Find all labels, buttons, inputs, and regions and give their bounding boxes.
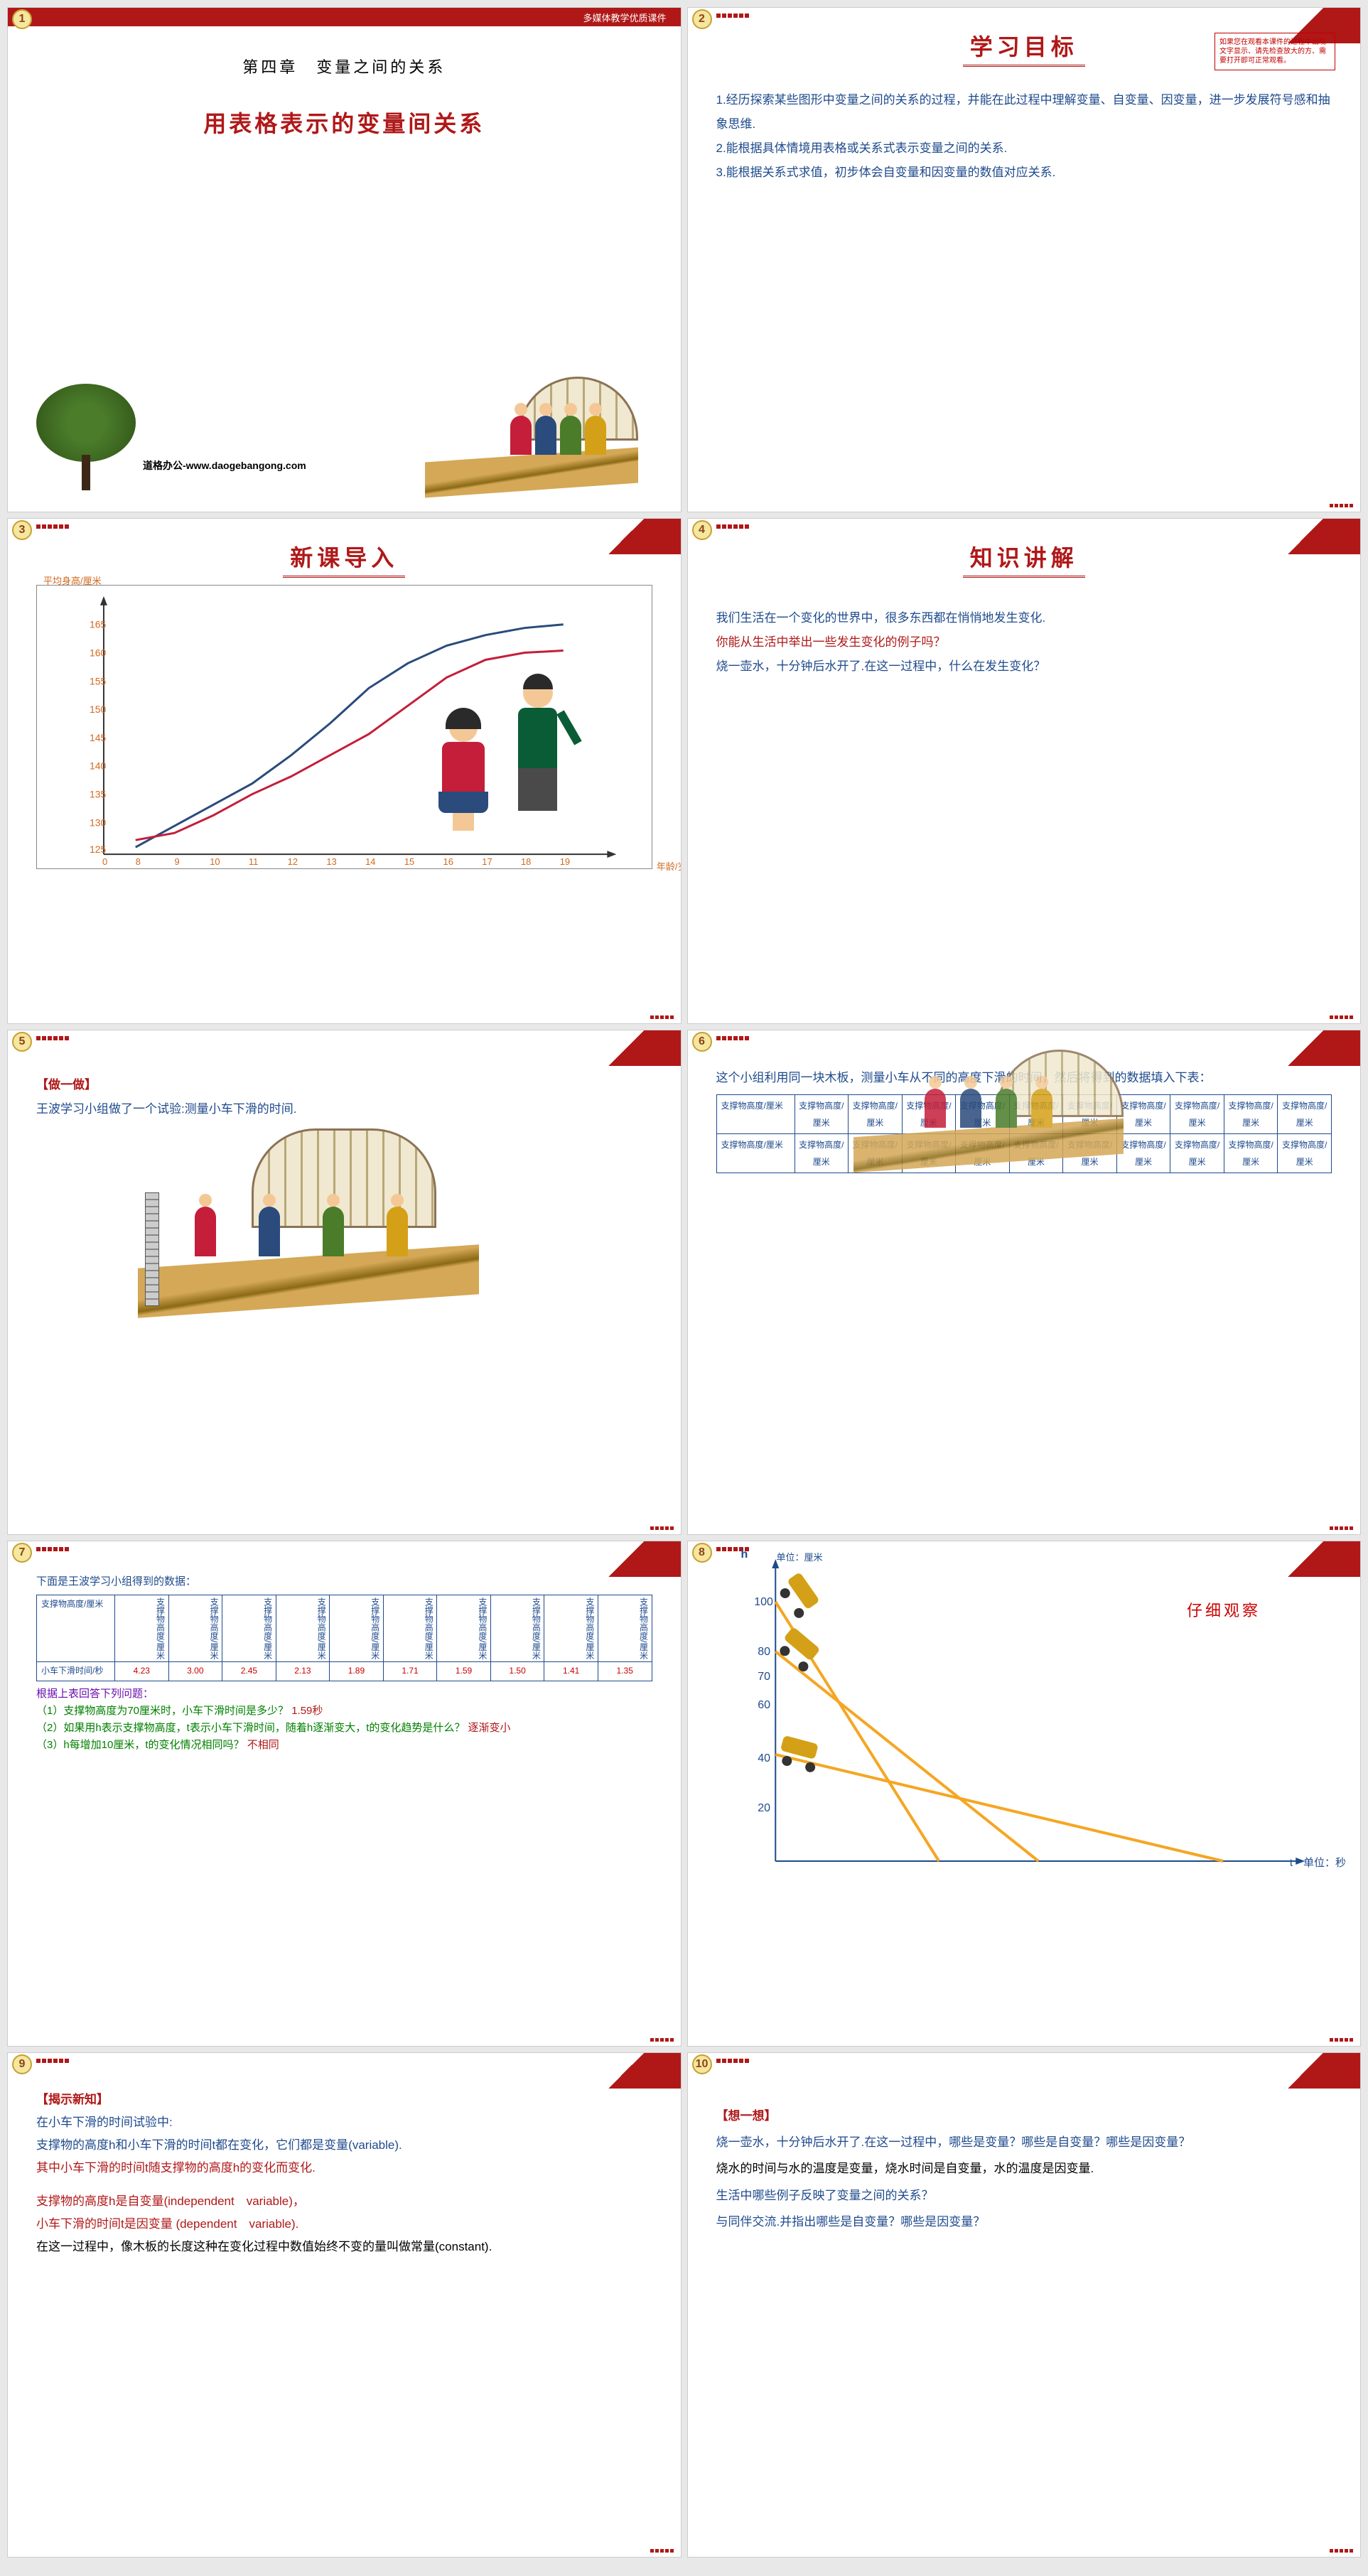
svg-text:165: 165 bbox=[90, 619, 106, 630]
slide-number: 8 bbox=[692, 1543, 712, 1563]
body-text: 【做一做】 王波学习小组做了一个试验:测量小车下滑的时间. bbox=[8, 1059, 681, 1136]
svg-text:145: 145 bbox=[90, 732, 106, 743]
slide-number: 1 bbox=[12, 9, 32, 29]
svg-text:15: 15 bbox=[404, 856, 414, 867]
svg-text:160: 160 bbox=[90, 647, 106, 659]
slide-number: 4 bbox=[692, 520, 712, 540]
slide-9: 9 【揭示新知】 在小车下滑的时间试验中: 支撑物的高度h和小车下滑的时间t都在… bbox=[7, 2052, 682, 2558]
body-text: 下面是王波学习小组得到的数据： 支撑物高度/厘米 支撑物高度/厘米支撑物高度/厘… bbox=[8, 1559, 681, 1768]
slide-number: 5 bbox=[12, 1032, 32, 1052]
svg-text:13: 13 bbox=[326, 856, 336, 867]
svg-text:17: 17 bbox=[482, 856, 492, 867]
svg-text:0: 0 bbox=[102, 856, 107, 867]
kids-illustration bbox=[410, 642, 581, 827]
result-table: 支撑物高度/厘米 支撑物高度/厘米支撑物高度/厘米 支撑物高度/厘米支撑物高度/… bbox=[36, 1595, 652, 1681]
slide-number: 10 bbox=[692, 2054, 712, 2074]
main-title: 用表格表示的变量间关系 bbox=[8, 106, 681, 139]
svg-text:12: 12 bbox=[288, 856, 298, 867]
body-text: 【想一想】 烧一壶水，十分钟后水开了.在这一过程中，哪些是变量？哪些是自变量？哪… bbox=[688, 2089, 1361, 2250]
svg-text:10: 10 bbox=[210, 856, 220, 867]
svg-text:40: 40 bbox=[758, 1752, 770, 1764]
svg-text:9: 9 bbox=[174, 856, 179, 867]
decline-chart: h 单位：厘米 仔细观察 100 80 70 60 40 20 t 单位：秒 bbox=[731, 1556, 1318, 1882]
svg-text:16: 16 bbox=[443, 856, 453, 867]
slide-8: 8 h 单位：厘米 仔细观察 100 80 70 60 40 20 t 单位：秒 bbox=[687, 1541, 1362, 2046]
dot-decor bbox=[36, 14, 69, 18]
svg-text:80: 80 bbox=[758, 1646, 770, 1658]
body-text: 我们生活在一个变化的世界中，很多东西都在悄悄地发生变化. 你能从生活中举出一些发… bbox=[688, 592, 1361, 693]
header-badge: 多媒体教学优质课件 bbox=[583, 11, 666, 24]
slide-10: 10 【想一想】 烧一壶水，十分钟后水开了.在这一过程中，哪些是变量？哪些是自变… bbox=[687, 2052, 1362, 2558]
slide-number: 6 bbox=[692, 1032, 712, 1052]
svg-text:70: 70 bbox=[758, 1671, 770, 1683]
svg-text:150: 150 bbox=[90, 704, 106, 715]
slide-2: 2 如果您在观看本课件的过程中出现文字显示、请先检查放大的方、需要打开即可正常观… bbox=[687, 7, 1362, 512]
slide-6: 6 这个小组利用同一块木板，测量小车从不同的高度下滑的时间，然后将得到的数据填入… bbox=[687, 1030, 1362, 1535]
experiment-illustration bbox=[138, 1128, 493, 1313]
slide-number: 9 bbox=[12, 2054, 32, 2074]
svg-text:11: 11 bbox=[249, 856, 258, 867]
body-text: 【揭示新知】 在小车下滑的时间试验中: 支撑物的高度h和小车下滑的时间t都在变化… bbox=[8, 2074, 681, 2273]
svg-text:19: 19 bbox=[560, 856, 570, 867]
svg-text:155: 155 bbox=[90, 676, 106, 687]
section-title: 知识讲解 bbox=[688, 540, 1361, 578]
slide-number: 3 bbox=[12, 520, 32, 540]
slide-grid: 多媒体教学优质课件 1 第四章 变量之间的关系 用表格表示的变量间关系 道格办公… bbox=[7, 7, 1361, 2558]
girl-icon bbox=[438, 713, 488, 827]
svg-text:130: 130 bbox=[90, 817, 106, 829]
footer-url: 道格办公-www.daogebangong.com bbox=[143, 458, 306, 473]
slide-1: 多媒体教学优质课件 1 第四章 变量之间的关系 用表格表示的变量间关系 道格办公… bbox=[7, 7, 682, 512]
height-chart: 165 160 155 150 145 140 135 130 125 0 8 … bbox=[36, 585, 652, 869]
watch-label: 仔细观察 bbox=[1187, 1598, 1261, 1621]
topbar: 多媒体教学优质课件 bbox=[8, 8, 681, 26]
svg-text:100: 100 bbox=[754, 1596, 773, 1608]
svg-text:20: 20 bbox=[758, 1802, 770, 1814]
slide-3: 3 新课导入 平均身高/厘米 165 160 155 150 145 140 1… bbox=[7, 518, 682, 1023]
dot-decor bbox=[716, 14, 749, 18]
slide-number: 2 bbox=[692, 9, 712, 29]
alert-box: 如果您在观看本课件的过程中出现文字显示、请先检查放大的方、需要打开即可正常观看。 bbox=[1214, 33, 1335, 70]
slide-5: 5 【做一做】 王波学习小组做了一个试验:测量小车下滑的时间. bbox=[7, 1030, 682, 1535]
x-axis-label: 年龄/岁 bbox=[657, 859, 682, 873]
slide-number: 7 bbox=[12, 1543, 32, 1563]
svg-text:125: 125 bbox=[90, 844, 106, 855]
svg-text:140: 140 bbox=[90, 760, 106, 772]
classroom-overlay bbox=[853, 1050, 1138, 1163]
footer-illustration: 道格办公-www.daogebangong.com bbox=[8, 377, 681, 512]
svg-text:135: 135 bbox=[90, 789, 106, 800]
boy-icon bbox=[510, 678, 566, 827]
slide-4: 4 知识讲解 我们生活在一个变化的世界中，很多东西都在悄悄地发生变化. 你能从生… bbox=[687, 518, 1362, 1023]
chapter-title: 第四章 变量之间的关系 bbox=[8, 55, 681, 77]
slide-7: 7 下面是王波学习小组得到的数据： 支撑物高度/厘米 支撑物高度/厘米支撑物高度… bbox=[7, 1541, 682, 2046]
svg-text:60: 60 bbox=[758, 1699, 770, 1711]
classroom-icon bbox=[425, 377, 652, 490]
section-title: 新课导入 bbox=[8, 540, 681, 578]
body-text: 这个小组利用同一块木板，测量小车从不同的高度下滑的时间，然后将得到的数据填入下表… bbox=[688, 1052, 1361, 1199]
svg-text:8: 8 bbox=[136, 856, 141, 867]
svg-text:18: 18 bbox=[521, 856, 531, 867]
tree-icon bbox=[29, 384, 143, 490]
svg-text:14: 14 bbox=[365, 856, 375, 867]
body-text: 1.经历探索某些图形中变量之间的关系的过程，并能在此过程中理解变量、自变量、因变… bbox=[688, 74, 1361, 199]
